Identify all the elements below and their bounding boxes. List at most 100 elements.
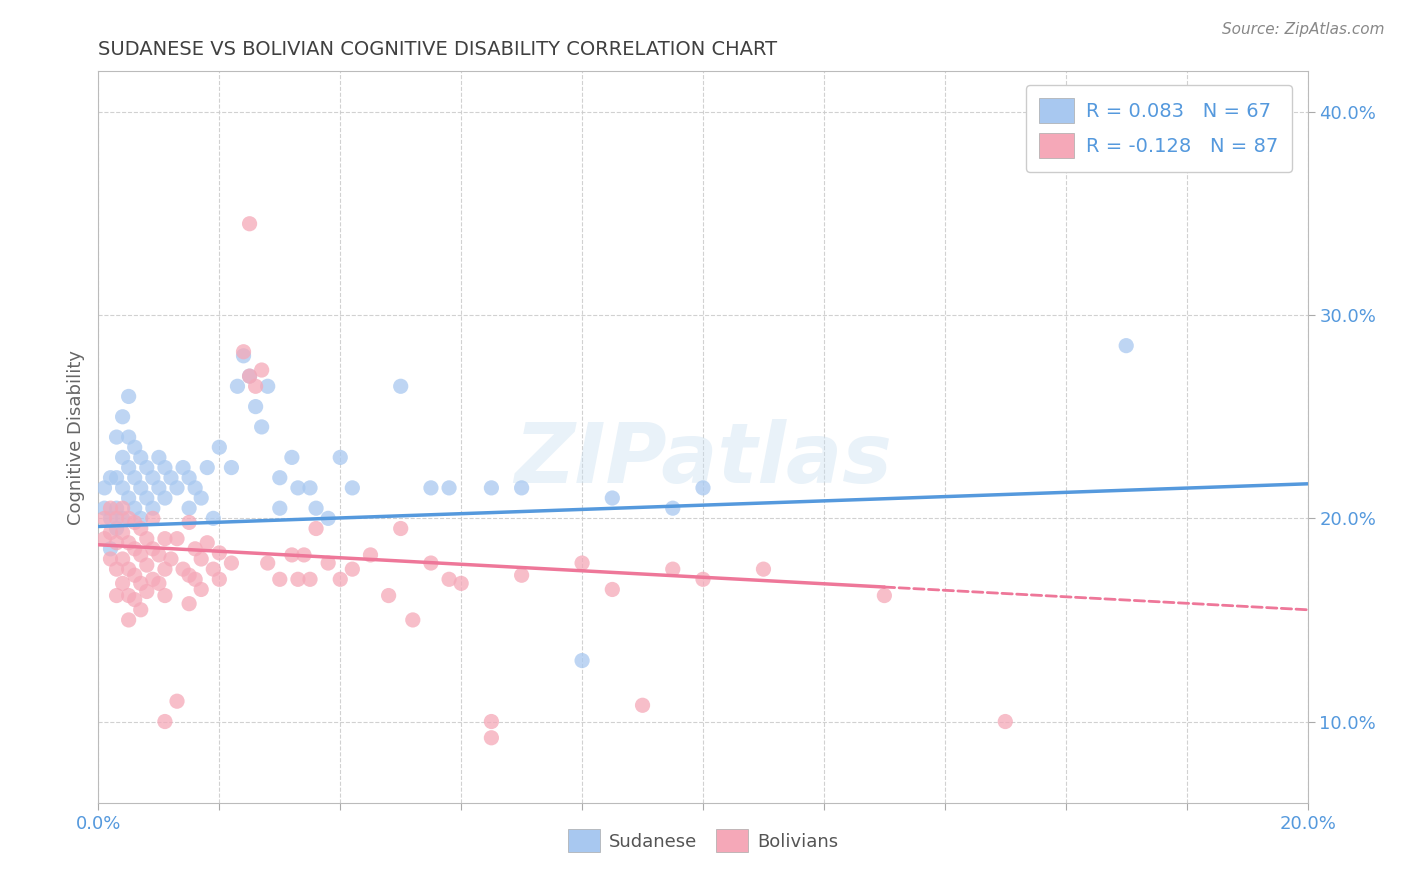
Point <box>510 481 533 495</box>
Point <box>100 471 122 485</box>
Point <box>239 369 262 384</box>
Point <box>153 532 176 546</box>
Point <box>202 562 225 576</box>
Point <box>142 501 165 516</box>
Point <box>111 450 134 465</box>
Point <box>221 556 243 570</box>
Point <box>153 460 176 475</box>
Point <box>118 511 141 525</box>
Point <box>190 582 212 597</box>
Point <box>179 501 201 516</box>
Point <box>481 481 503 495</box>
Point <box>93 481 115 495</box>
Point <box>602 582 624 597</box>
Point <box>256 556 278 570</box>
Point <box>994 714 1017 729</box>
Point <box>661 562 683 576</box>
Point <box>184 541 207 556</box>
Point <box>752 562 775 576</box>
Point <box>245 400 267 414</box>
Point <box>148 576 170 591</box>
Point <box>377 589 399 603</box>
Point <box>269 471 291 485</box>
Point <box>389 521 412 535</box>
Text: Source: ZipAtlas.com: Source: ZipAtlas.com <box>1222 22 1385 37</box>
Point <box>190 491 212 505</box>
Point <box>129 511 152 525</box>
Point <box>166 481 188 495</box>
Point <box>100 541 122 556</box>
Point <box>692 572 714 586</box>
Point <box>172 460 194 475</box>
Point <box>129 548 152 562</box>
Point <box>160 471 183 485</box>
Point <box>389 379 412 393</box>
Point <box>299 572 322 586</box>
Point <box>142 471 165 485</box>
Point <box>124 516 146 530</box>
Point <box>329 572 352 586</box>
Point <box>269 501 291 516</box>
Point <box>195 535 218 549</box>
Point <box>129 603 152 617</box>
Point <box>202 511 225 525</box>
Point <box>166 694 188 708</box>
Point <box>172 562 194 576</box>
Point <box>305 521 328 535</box>
Point <box>305 501 328 516</box>
Point <box>111 481 134 495</box>
Point <box>481 714 503 729</box>
Point <box>111 409 134 424</box>
Point <box>148 450 170 465</box>
Point <box>118 535 141 549</box>
Point <box>135 491 157 505</box>
Point <box>111 511 134 525</box>
Point <box>1115 339 1137 353</box>
Point <box>93 511 115 525</box>
Point <box>105 430 128 444</box>
Point <box>292 548 315 562</box>
Point <box>100 525 122 540</box>
Point <box>148 548 170 562</box>
Point <box>142 511 165 525</box>
Point <box>299 481 322 495</box>
Point <box>160 552 183 566</box>
Point <box>450 576 472 591</box>
Point <box>184 572 207 586</box>
Point <box>287 572 309 586</box>
Point <box>239 217 262 231</box>
Point <box>250 363 273 377</box>
Point <box>118 430 141 444</box>
Point <box>93 501 115 516</box>
Point <box>111 525 134 540</box>
Text: ZIPatlas: ZIPatlas <box>515 418 891 500</box>
Point <box>316 556 339 570</box>
Point <box>135 460 157 475</box>
Point <box>124 501 146 516</box>
Point <box>602 491 624 505</box>
Point <box>360 548 382 562</box>
Point <box>342 562 364 576</box>
Point <box>135 558 157 573</box>
Point <box>232 344 254 359</box>
Point <box>153 589 176 603</box>
Point <box>692 481 714 495</box>
Point <box>105 471 128 485</box>
Text: SUDANESE VS BOLIVIAN COGNITIVE DISABILITY CORRELATION CHART: SUDANESE VS BOLIVIAN COGNITIVE DISABILIT… <box>98 39 778 59</box>
Legend: Sudanese, Bolivians: Sudanese, Bolivians <box>561 822 845 860</box>
Point <box>142 541 165 556</box>
Point <box>269 572 291 586</box>
Point <box>105 589 128 603</box>
Point <box>510 568 533 582</box>
Point <box>208 572 231 586</box>
Point <box>571 654 593 668</box>
Point <box>93 532 115 546</box>
Y-axis label: Cognitive Disability: Cognitive Disability <box>66 350 84 524</box>
Point <box>129 450 152 465</box>
Point <box>124 541 146 556</box>
Point <box>873 589 896 603</box>
Point <box>281 548 304 562</box>
Point <box>402 613 425 627</box>
Point <box>124 568 146 582</box>
Point <box>124 592 146 607</box>
